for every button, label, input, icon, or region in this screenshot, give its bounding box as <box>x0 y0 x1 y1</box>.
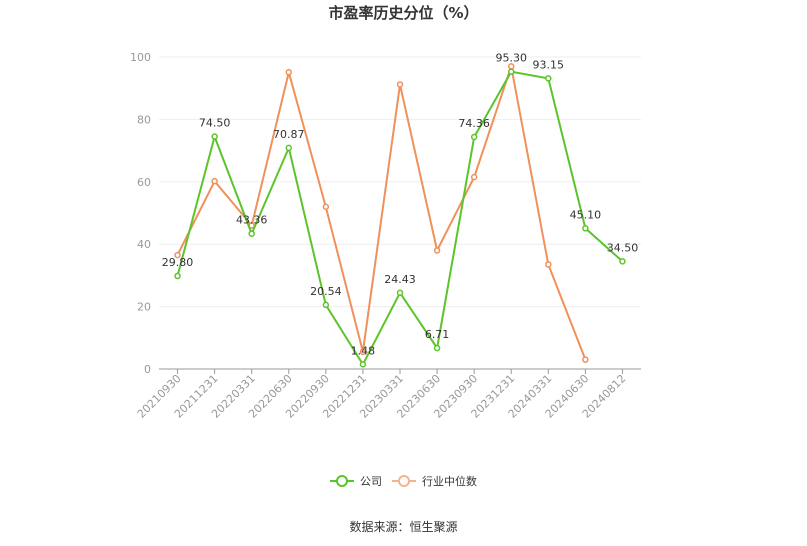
data-point-industry-median[interactable] <box>211 177 218 185</box>
series-layer <box>174 62 626 368</box>
chart-title: 市盈率历史分位（%） <box>328 4 478 22</box>
y-tick-label: 20 <box>137 301 151 314</box>
data-label: 20.54 <box>310 285 342 298</box>
data-point-company[interactable] <box>248 230 255 237</box>
data-point-industry-median[interactable] <box>470 173 478 181</box>
data-point-company[interactable] <box>545 75 552 82</box>
data-point-industry-median[interactable] <box>582 356 589 363</box>
data-label: 43.36 <box>236 214 268 227</box>
data-point-company[interactable] <box>470 133 478 141</box>
data-point-industry-median[interactable] <box>174 251 181 259</box>
y-tick-label: 100 <box>130 51 151 64</box>
data-point-company[interactable] <box>322 301 330 309</box>
data-point-company[interactable] <box>396 289 404 297</box>
y-axis: 0 20 40 60 80 100 <box>130 51 151 376</box>
legend-marker-company <box>336 475 348 487</box>
x-axis: 2021093020211231202203312022063020220930… <box>135 368 641 421</box>
data-point-industry-median[interactable] <box>359 348 367 356</box>
y-tick-label: 60 <box>137 176 151 189</box>
data-point-industry-median[interactable] <box>322 203 330 211</box>
data-point-company[interactable] <box>582 225 589 232</box>
data-point-company[interactable] <box>507 68 515 75</box>
legend[interactable]: 公司 行业中位数 <box>330 474 477 488</box>
data-point-company[interactable] <box>433 344 441 352</box>
y-tick-label: 0 <box>144 363 151 376</box>
data-label: 45.10 <box>570 208 602 221</box>
data-label: 6.71 <box>425 328 450 341</box>
data-label: 74.36 <box>458 117 490 130</box>
data-label: 95.30 <box>495 52 527 65</box>
legend-label-industry-median: 行业中位数 <box>422 474 477 488</box>
data-point-company[interactable] <box>174 272 181 280</box>
data-label: 74.50 <box>199 117 231 130</box>
data-point-company[interactable] <box>285 144 293 152</box>
legend-item-company[interactable]: 公司 <box>330 475 382 488</box>
y-tick-label: 80 <box>137 113 151 126</box>
legend-label-company: 公司 <box>360 475 382 488</box>
data-point-industry-median[interactable] <box>396 81 404 88</box>
data-label: 34.50 <box>607 241 639 254</box>
data-label: 70.87 <box>273 128 305 141</box>
data-point-industry-median[interactable] <box>285 69 293 76</box>
data-labels: 29.80 74.50 43.36 70.87 20.54 1.48 24.43 6.71 74… <box>162 52 638 358</box>
y-tick-label: 40 <box>137 238 151 251</box>
legend-marker-industry-median <box>398 475 410 487</box>
legend-item-industry-median[interactable]: 行业中位数 <box>392 474 477 488</box>
data-label: 1.48 <box>351 344 376 357</box>
data-point-company[interactable] <box>619 258 626 265</box>
data-point-industry-median[interactable] <box>433 247 441 254</box>
data-label: 29.80 <box>162 256 194 269</box>
data-label: 24.43 <box>384 273 416 286</box>
data-point-industry-median[interactable] <box>545 261 552 268</box>
data-point-company[interactable] <box>211 133 218 140</box>
data-label: 93.15 <box>533 58 565 71</box>
source-note: 数据来源：恒生聚源 <box>349 519 457 534</box>
data-point-company[interactable] <box>359 361 367 368</box>
